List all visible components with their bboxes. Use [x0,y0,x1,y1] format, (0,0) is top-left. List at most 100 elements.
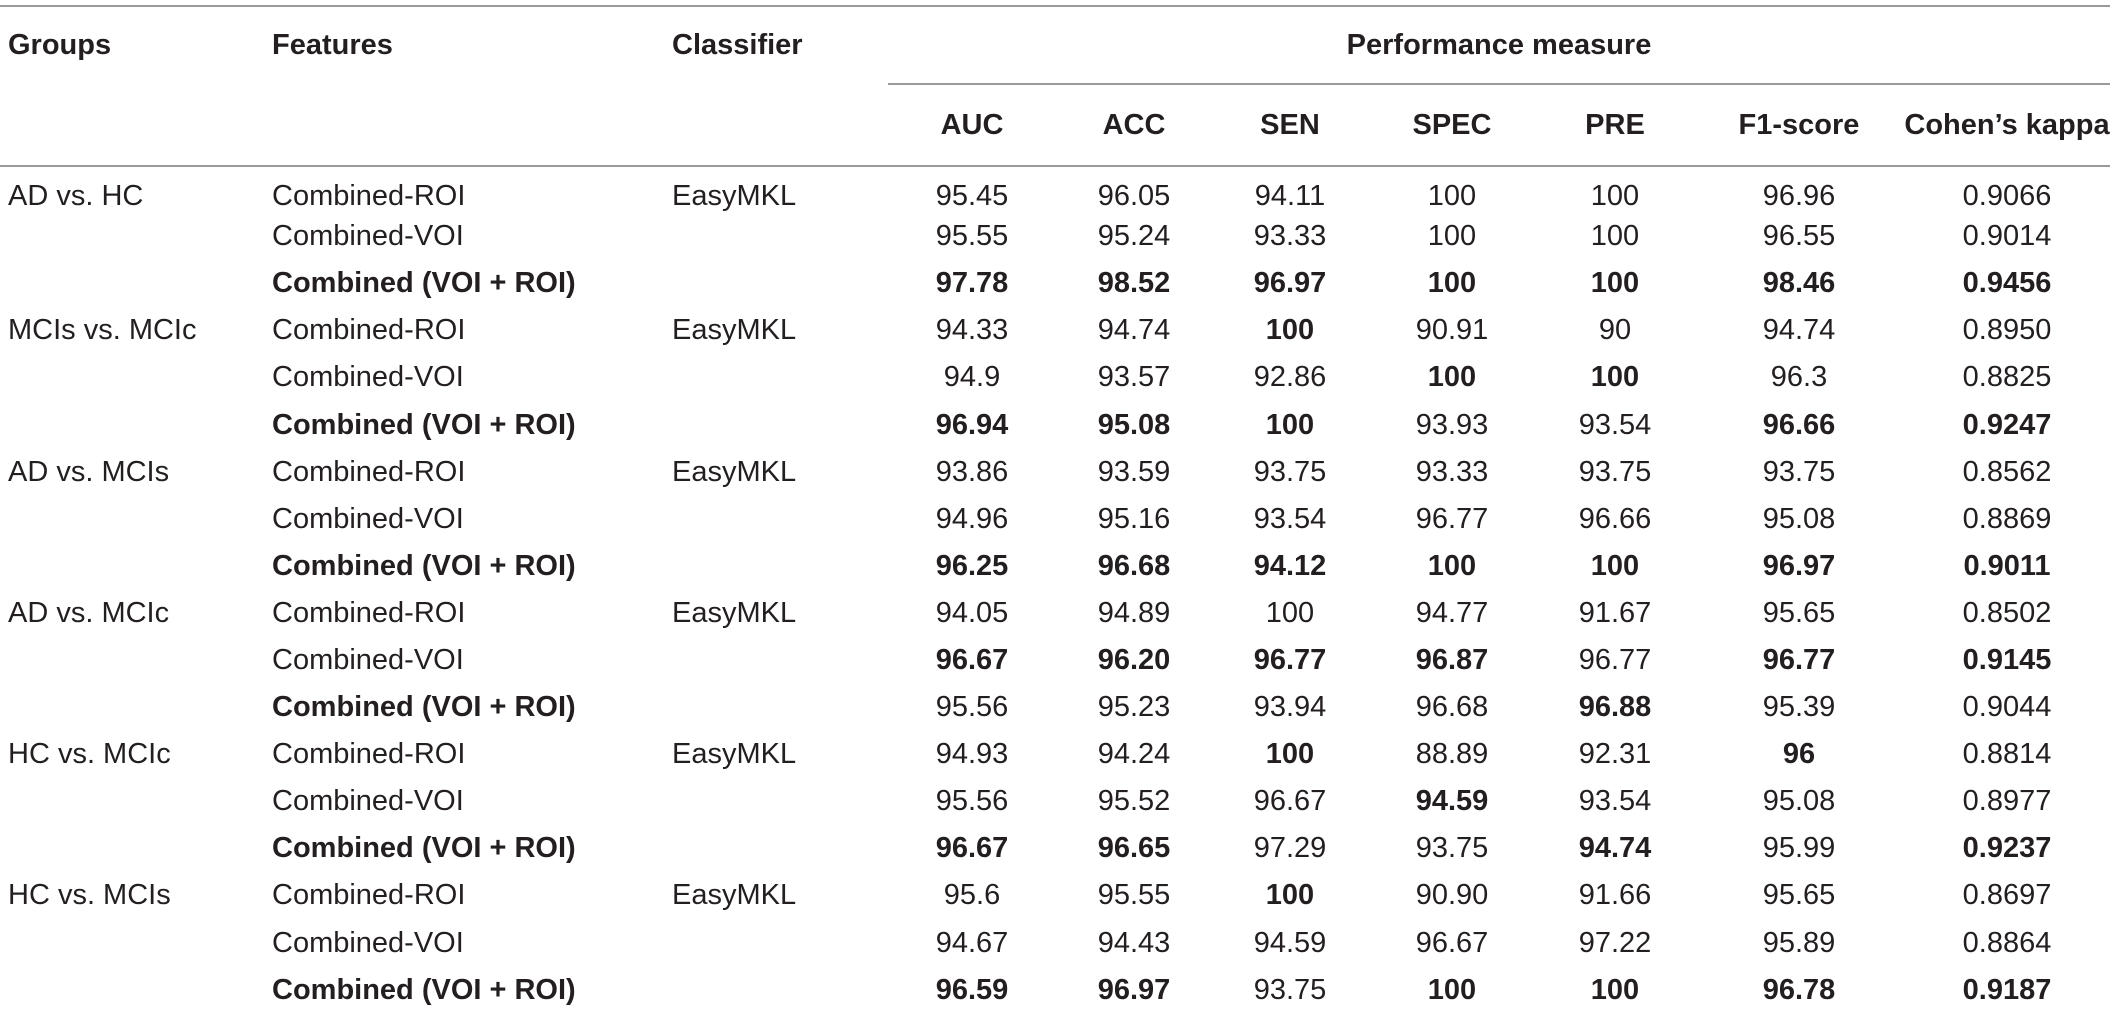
cell-feature: Combined-ROI [272,738,466,771]
cell-spec: 93.75 [1415,832,1489,865]
cell-spec: 100 [1427,549,1477,582]
cell-cohens-kappa: 0.8864 [1962,926,2052,959]
cell-spec: 90.91 [1415,314,1489,347]
cell-group [0,920,272,967]
table-row: Combined-VOI 95.55 95.24 93.33 100 100 96.55 0.… [0,213,2110,260]
cell-f1-score: 95.99 [1762,832,1836,865]
cell-acc: 95.52 [1097,785,1171,818]
cell-auc: 94.93 [935,738,1009,771]
cell-pre: 100 [1590,220,1640,253]
header-spacer [672,84,888,167]
cell-classifier [672,637,888,684]
cell-spec: 100 [1427,361,1477,394]
cell-acc: 95.55 [1097,879,1171,912]
cell-sen: 93.33 [1253,220,1327,253]
table-row: MCIs vs. MCIc Combined-ROI EasyMKL 94.33 94.… [0,307,2110,354]
cell-f1-score: 95.65 [1762,596,1836,629]
cell-spec: 100 [1427,179,1477,212]
cell-pre: 93.54 [1578,785,1652,818]
cell-classifier: EasyMKL [672,314,797,347]
cell-auc: 94.33 [935,314,1009,347]
cell-sen: 94.11 [1254,179,1326,212]
cell-sen: 100 [1265,596,1315,629]
cell-feature: Combined-VOI [272,361,464,394]
cell-acc: 93.59 [1097,455,1171,488]
cell-feature: Combined (VOI + ROI) [272,832,576,865]
cell-feature: Combined (VOI + ROI) [272,973,576,1006]
cell-group [0,637,272,684]
cell-group [0,778,272,825]
cell-sen: 93.75 [1253,455,1327,488]
cell-sen: 93.54 [1253,502,1327,535]
cell-pre: 91.67 [1578,596,1652,629]
cell-f1-score: 95.89 [1762,926,1836,959]
cell-acc: 94.24 [1097,738,1171,771]
cell-group [0,496,272,543]
cell-classifier [672,496,888,543]
cell-spec: 100 [1427,267,1477,300]
cell-spec: 93.93 [1415,408,1489,441]
cell-pre: 94.74 [1578,832,1652,865]
cell-acc: 93.57 [1097,361,1171,394]
cell-auc: 94.05 [935,596,1009,629]
cell-group: MCIs vs. MCIc [8,314,197,347]
cell-acc: 94.89 [1097,596,1171,629]
table-row: Combined (VOI + ROI) 96.67 96.65 97.29 93.75… [0,825,2110,872]
cell-spec: 93.33 [1415,455,1489,488]
cell-auc: 95.56 [935,691,1009,724]
cell-auc: 95.55 [935,220,1009,253]
cell-auc: 94.9 [943,361,1001,394]
cell-classifier [672,354,888,401]
cell-pre: 97.22 [1578,926,1652,959]
cell-auc: 96.67 [935,832,1009,865]
cell-feature: Combined (VOI + ROI) [272,549,576,582]
cell-acc: 96.65 [1097,832,1171,865]
cell-f1-score: 93.75 [1762,455,1836,488]
cell-f1-score: 94.74 [1762,314,1836,347]
header-f1-score: F1-score [1694,84,1904,167]
cell-cohens-kappa: 0.8825 [1962,361,2052,394]
cell-sen: 94.12 [1253,549,1327,582]
header-acc: ACC [1056,84,1212,167]
cell-f1-score: 98.46 [1762,267,1836,300]
cell-acc: 94.74 [1097,314,1171,347]
cell-cohens-kappa: 0.8697 [1962,879,2052,912]
cell-cohens-kappa: 0.9044 [1962,691,2052,724]
cell-group [0,260,272,307]
header-sen: SEN [1212,84,1368,167]
cell-auc: 96.67 [935,643,1009,676]
cell-acc: 95.24 [1097,220,1171,253]
cell-cohens-kappa: 0.9456 [1962,267,2052,300]
cell-f1-score: 96 [1782,738,1816,771]
header-spec: SPEC [1368,84,1536,167]
cell-cohens-kappa: 0.9014 [1962,220,2052,253]
header-auc: AUC [888,84,1056,167]
cell-group [0,543,272,590]
cell-acc: 98.52 [1097,267,1171,300]
table-row: AD vs. MCIs Combined-ROI EasyMKL 93.86 93.59… [0,449,2110,496]
cell-acc: 96.05 [1097,179,1171,212]
cell-cohens-kappa: 0.9011 [1963,549,2051,582]
cell-auc: 97.78 [935,267,1009,300]
cell-classifier [672,401,888,448]
cell-group [0,684,272,731]
cell-sen: 100 [1265,314,1315,347]
cell-cohens-kappa: 0.8562 [1962,455,2052,488]
cell-cohens-kappa: 0.8977 [1962,785,2052,818]
cell-cohens-kappa: 0.8950 [1962,314,2052,347]
cell-cohens-kappa: 0.9237 [1962,832,2052,865]
cell-sen: 96.77 [1253,643,1327,676]
cell-feature: Combined-VOI [272,220,464,253]
cell-spec: 96.68 [1415,691,1489,724]
cell-classifier: EasyMKL [672,879,797,912]
cell-auc: 96.94 [935,408,1009,441]
table-row: Combined (VOI + ROI) 95.56 95.23 93.94 96.68… [0,684,2110,731]
cell-cohens-kappa: 0.9145 [1962,643,2052,676]
cell-classifier [672,920,888,967]
cell-sen: 100 [1265,408,1315,441]
cell-feature: Combined-ROI [272,596,466,629]
header-classifier: Classifier [672,29,803,61]
table-row: AD vs. HC Combined-ROI EasyMKL 95.45 96.05 94… [0,166,2110,213]
cell-cohens-kappa: 0.8502 [1962,596,2052,629]
header-groups: Groups [8,29,112,61]
